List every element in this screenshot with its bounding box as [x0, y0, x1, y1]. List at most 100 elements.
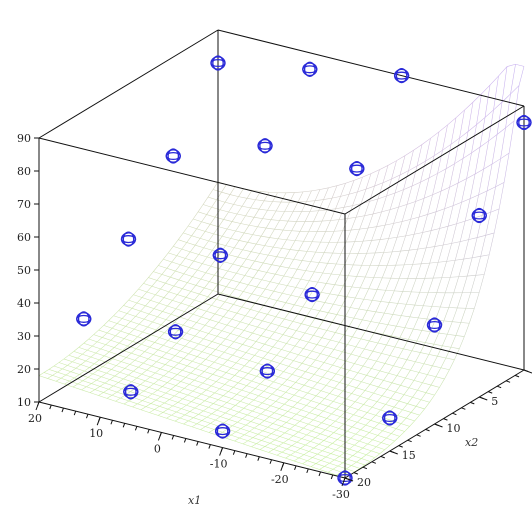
- mesh-line: [333, 428, 339, 433]
- mesh-line: [394, 174, 401, 194]
- mesh-line: [195, 278, 202, 286]
- mesh-line: [293, 435, 302, 439]
- mesh-line: [155, 396, 162, 401]
- mesh-line: [365, 321, 372, 331]
- mesh-line: [145, 300, 151, 307]
- mesh-line: [55, 381, 65, 385]
- mesh-line: [295, 448, 301, 453]
- mesh-line: [97, 370, 107, 374]
- mesh-line: [493, 75, 499, 110]
- mesh-line: [443, 307, 450, 321]
- mesh-line: [202, 378, 208, 384]
- mesh-line: [332, 439, 338, 444]
- mesh-line: [479, 140, 489, 148]
- mesh-line: [58, 362, 68, 366]
- mesh-line: [314, 271, 323, 274]
- mesh-line: [495, 182, 505, 187]
- mesh-line: [265, 329, 275, 333]
- mesh-line: [222, 359, 228, 366]
- mesh-line: [233, 204, 243, 207]
- mesh-line: [372, 435, 378, 440]
- mesh-line: [469, 194, 479, 199]
- mesh-line: [327, 472, 337, 476]
- mesh-line: [239, 275, 246, 283]
- mesh-line: [215, 216, 224, 220]
- mesh-line: [275, 309, 282, 317]
- mesh-line: [181, 248, 191, 253]
- mesh-line: [178, 232, 184, 240]
- mesh-line: [223, 352, 233, 356]
- mesh-line: [236, 362, 245, 366]
- mesh-line: [165, 389, 171, 394]
- mesh-line: [408, 387, 418, 391]
- mesh-line: [297, 191, 304, 203]
- mesh-line: [450, 117, 457, 145]
- mesh-line: [301, 434, 307, 439]
- mesh-line: [338, 285, 344, 296]
- mesh-line: [289, 425, 295, 430]
- mesh-line: [281, 349, 291, 353]
- mesh-line: [146, 286, 153, 293]
- mesh-line: [165, 314, 172, 320]
- mesh-line: [351, 387, 357, 394]
- mesh-line: [226, 398, 232, 403]
- mesh-line: [376, 211, 382, 227]
- mesh-line: [128, 299, 138, 304]
- mesh-line: [204, 319, 211, 326]
- mesh-line: [321, 418, 327, 423]
- mesh-line: [382, 333, 392, 337]
- mesh-line: [454, 348, 460, 360]
- mesh-line: [214, 268, 220, 276]
- mesh-line: [335, 445, 341, 451]
- mesh-line: [331, 273, 340, 276]
- mesh-line: [390, 391, 396, 399]
- mesh-line: [485, 232, 495, 236]
- mesh-line: [162, 311, 172, 315]
- mesh-line: [148, 277, 157, 281]
- mesh-line: [244, 232, 253, 235]
- mesh-line: [367, 300, 373, 311]
- mesh-line: [274, 408, 280, 413]
- mesh-line: [137, 331, 143, 337]
- mesh-line: [455, 109, 465, 118]
- mesh-line: [436, 208, 445, 212]
- mesh-line: [298, 250, 308, 252]
- mesh-line: [217, 364, 223, 370]
- mesh-line: [329, 459, 335, 464]
- x1-tick-label: 20: [28, 412, 42, 425]
- mesh-line: [343, 275, 349, 286]
- mesh-line: [387, 160, 397, 166]
- mesh-line: [309, 318, 316, 327]
- mesh-line: [346, 468, 356, 472]
- mesh-line: [63, 354, 69, 360]
- mesh-line: [269, 412, 275, 417]
- mesh-line: [280, 396, 290, 401]
- mesh-line: [250, 417, 256, 422]
- mesh-line: [328, 406, 337, 410]
- mesh-line: [165, 282, 174, 287]
- mesh-line: [208, 333, 218, 337]
- mesh-line: [300, 278, 310, 281]
- mesh-line: [449, 182, 459, 188]
- mesh-line: [221, 402, 227, 407]
- mesh-line: [346, 296, 356, 299]
- mesh-line: [365, 185, 375, 190]
- mesh-line: [197, 382, 203, 388]
- mesh-line: [184, 411, 191, 416]
- mesh-line: [238, 291, 244, 299]
- mesh-line: [356, 381, 362, 388]
- mesh-line: [259, 245, 265, 254]
- mesh-line: [211, 243, 218, 251]
- mesh-line: [358, 299, 365, 310]
- mesh-line: [276, 256, 286, 259]
- mesh-line: [230, 327, 236, 334]
- mesh-line: [250, 341, 257, 348]
- mesh-line: [216, 192, 222, 200]
- mesh-line: [287, 211, 294, 222]
- mesh-line: [354, 396, 361, 402]
- mesh-line: [109, 351, 118, 355]
- mesh-line: [79, 370, 85, 375]
- mesh-line: [356, 265, 362, 277]
- mesh-line: [396, 428, 405, 432]
- mesh-line: [291, 230, 301, 232]
